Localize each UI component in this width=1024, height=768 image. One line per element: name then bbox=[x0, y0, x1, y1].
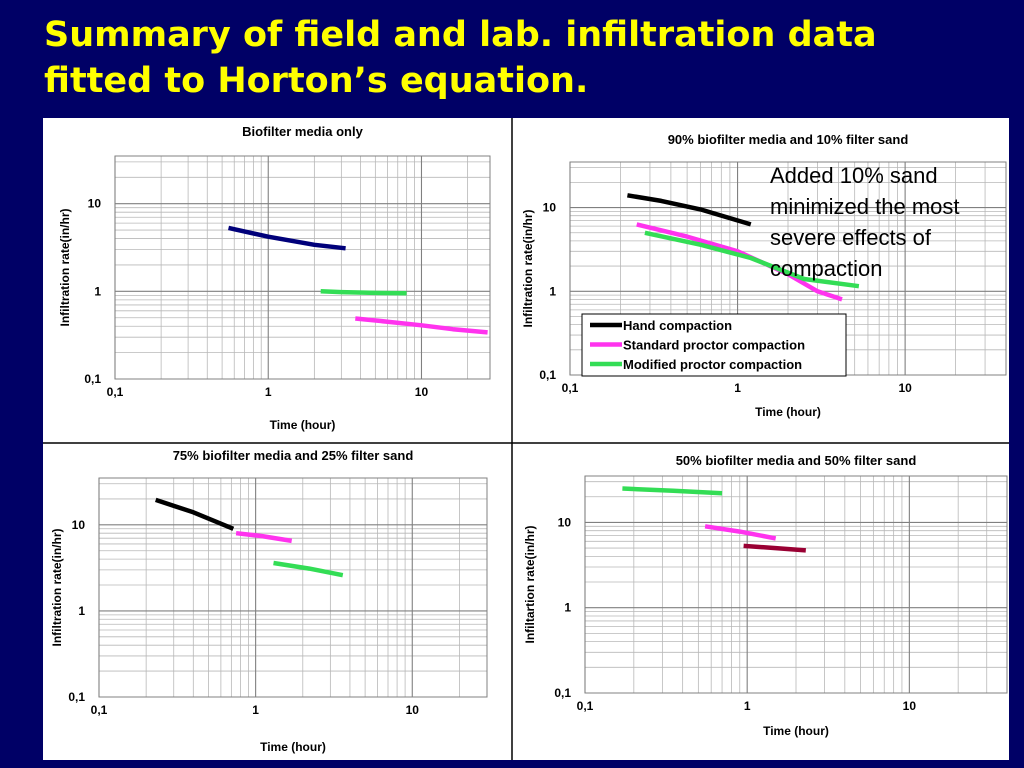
x-axis-label: Time (hour) bbox=[260, 740, 326, 754]
series-line-1 bbox=[228, 225, 346, 251]
series-line-3 bbox=[355, 316, 488, 335]
x-tick-label: 10 bbox=[898, 381, 912, 395]
y-axis-label: Infiltration rate(in/hr) bbox=[521, 210, 535, 328]
chart-title: Biofilter media only bbox=[242, 124, 363, 139]
annotation-line: severe effects of bbox=[770, 225, 932, 250]
slide-title: Summary of field and lab. infiltration d… bbox=[44, 12, 1004, 104]
chart-panel-1: 0,1 1 10 0,1 1 10 Biofilter media only Time (ho… bbox=[58, 124, 491, 432]
plot-area-frame bbox=[98, 477, 488, 698]
series-line-2 bbox=[235, 530, 293, 544]
series-line-2 bbox=[320, 289, 407, 296]
series-line-3 bbox=[273, 560, 344, 578]
x-tick-label: 10 bbox=[415, 385, 429, 399]
series-line-1 bbox=[627, 193, 752, 227]
chart-panel-3: 0,1 1 10 0,1 1 10 75% biofilter media and 25% … bbox=[50, 448, 488, 754]
x-tick-label: 1 bbox=[734, 381, 741, 395]
x-tick-label: 10 bbox=[406, 703, 420, 717]
plot-area-frame bbox=[584, 475, 1008, 694]
x-tick-label: 10 bbox=[903, 699, 917, 713]
y-tick-label: 0,1 bbox=[539, 368, 556, 382]
chart-legend: Hand compaction Standard proctor compacti… bbox=[581, 313, 847, 377]
legend-label: Hand compaction bbox=[623, 318, 732, 333]
y-axis-label: Infiltration rate(in/hr) bbox=[58, 209, 72, 327]
annotation-line: compaction bbox=[770, 256, 883, 281]
x-axis-label: Time (hour) bbox=[755, 405, 821, 419]
series-line-2 bbox=[704, 524, 777, 541]
x-axis-label: Time (hour) bbox=[763, 724, 829, 738]
slide-title-line-2: fitted to Horton’s equation. bbox=[44, 61, 589, 101]
y-tick-label: 1 bbox=[549, 284, 556, 298]
x-axis-label: Time (hour) bbox=[270, 418, 336, 432]
y-tick-label: 10 bbox=[558, 515, 572, 529]
y-tick-label: 0,1 bbox=[554, 686, 571, 700]
x-tick-label: 0,1 bbox=[91, 703, 108, 717]
slide-title-line-1: Summary of field and lab. infiltration d… bbox=[44, 15, 877, 55]
y-tick-label: 10 bbox=[543, 201, 557, 215]
x-tick-label: 1 bbox=[744, 699, 751, 713]
y-tick-label: 10 bbox=[88, 197, 102, 211]
series-line-1 bbox=[622, 486, 723, 496]
y-tick-label: 1 bbox=[564, 601, 571, 615]
y-tick-label: 0,1 bbox=[68, 690, 85, 704]
x-tick-label: 0,1 bbox=[562, 381, 579, 395]
y-tick-label: 0,1 bbox=[84, 372, 101, 386]
x-tick-label: 0,1 bbox=[577, 699, 594, 713]
chart-title: 50% biofilter media and 50% filter sand bbox=[676, 453, 917, 468]
legend-box bbox=[581, 313, 847, 377]
chart-panel-2: 0,1 1 10 0,1 1 10 90% biofilter media and 10% … bbox=[521, 132, 1007, 419]
x-tick-label: 1 bbox=[252, 703, 259, 717]
series-line-3 bbox=[743, 543, 806, 553]
annotation-line: minimized the most bbox=[770, 194, 960, 219]
y-axis-label: Infiltartion rate(in/hr) bbox=[523, 526, 537, 644]
chart-title: 90% biofilter media and 10% filter sand bbox=[668, 132, 909, 147]
y-axis-label: Infiltration rate(in/hr) bbox=[50, 529, 64, 647]
chart-annotation: Added 10% sand minimized the most severe e… bbox=[770, 163, 960, 281]
charts-background bbox=[43, 118, 1009, 760]
annotation-line: Added 10% sand bbox=[770, 163, 938, 188]
chart-title: 75% biofilter media and 25% filter sand bbox=[173, 448, 414, 463]
y-tick-label: 1 bbox=[94, 284, 101, 298]
series-line-1 bbox=[154, 497, 235, 531]
chart-panel-4: 0,1 1 10 0,1 1 10 50% biofilter media and 50% … bbox=[523, 453, 1008, 738]
x-tick-label: 1 bbox=[265, 385, 272, 399]
x-tick-label: 0,1 bbox=[107, 385, 124, 399]
y-tick-label: 1 bbox=[78, 604, 85, 618]
series-line-3 bbox=[644, 230, 860, 289]
legend-label: Modified proctor compaction bbox=[623, 357, 802, 372]
plot-area-frame bbox=[114, 155, 491, 380]
chart-panels: 0,1 1 10 0,1 1 10 Biofilter media only Time (ho… bbox=[43, 118, 1009, 760]
legend-label: Standard proctor compaction bbox=[623, 338, 805, 353]
y-tick-label: 10 bbox=[72, 518, 86, 532]
